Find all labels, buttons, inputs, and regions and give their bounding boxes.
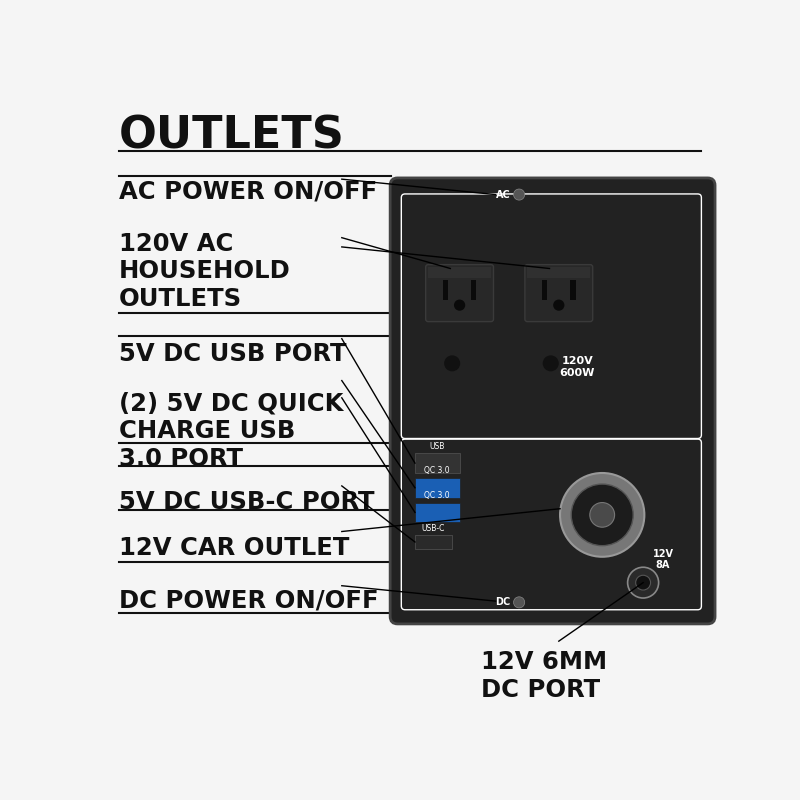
FancyBboxPatch shape bbox=[525, 265, 593, 322]
Text: AC POWER ON/OFF: AC POWER ON/OFF bbox=[118, 179, 377, 203]
Circle shape bbox=[553, 299, 565, 310]
Text: 12V
8A: 12V 8A bbox=[653, 549, 674, 570]
Bar bbox=[428, 267, 491, 278]
Text: 12V 6MM
DC PORT: 12V 6MM DC PORT bbox=[482, 650, 607, 702]
FancyBboxPatch shape bbox=[390, 178, 715, 624]
Circle shape bbox=[560, 473, 644, 557]
FancyBboxPatch shape bbox=[426, 265, 494, 322]
Bar bbox=[415, 535, 452, 549]
Circle shape bbox=[571, 484, 634, 546]
Circle shape bbox=[542, 355, 558, 371]
Text: 120V
600W: 120V 600W bbox=[560, 356, 595, 378]
Circle shape bbox=[590, 502, 614, 527]
Text: QC 3.0: QC 3.0 bbox=[425, 491, 450, 500]
Bar bbox=[443, 279, 448, 300]
Text: DC: DC bbox=[495, 598, 511, 607]
Text: USB: USB bbox=[430, 442, 445, 451]
Text: 5V DC USB PORT: 5V DC USB PORT bbox=[118, 342, 346, 366]
Text: DC POWER ON/OFF: DC POWER ON/OFF bbox=[118, 589, 378, 613]
Text: 120V AC
HOUSEHOLD
OUTLETS: 120V AC HOUSEHOLD OUTLETS bbox=[118, 231, 290, 311]
Circle shape bbox=[514, 597, 525, 608]
Bar bbox=[542, 279, 547, 300]
Text: 5V DC USB-C PORT: 5V DC USB-C PORT bbox=[118, 490, 374, 514]
Bar bbox=[527, 267, 590, 278]
Text: QC 3.0: QC 3.0 bbox=[425, 466, 450, 475]
Bar bbox=[471, 279, 476, 300]
Circle shape bbox=[444, 355, 460, 371]
Bar bbox=[415, 502, 459, 522]
Bar bbox=[570, 279, 575, 300]
Text: AC: AC bbox=[495, 190, 510, 199]
Text: OUTLETS: OUTLETS bbox=[118, 114, 345, 158]
Circle shape bbox=[636, 575, 650, 590]
Text: USB-C: USB-C bbox=[422, 524, 446, 533]
Circle shape bbox=[454, 299, 466, 310]
Bar bbox=[415, 454, 459, 473]
Text: 12V CAR OUTLET: 12V CAR OUTLET bbox=[118, 537, 349, 561]
Circle shape bbox=[514, 189, 525, 200]
Circle shape bbox=[628, 567, 658, 598]
Text: (2) 5V DC QUICK
CHARGE USB
3.0 PORT: (2) 5V DC QUICK CHARGE USB 3.0 PORT bbox=[118, 392, 343, 471]
Bar bbox=[415, 478, 459, 498]
